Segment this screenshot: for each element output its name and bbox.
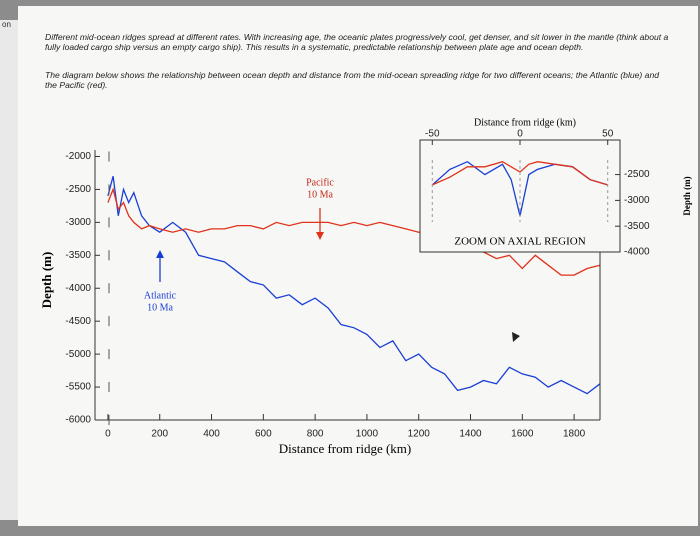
x-tick-label: 1000 [356,429,379,440]
annotation: 10 Ma [307,189,333,200]
y-tick-label: -4500 [65,316,91,327]
x-tick-label: 50 [602,129,614,140]
y-tick-label: -5500 [65,382,91,393]
x-tick-label: -50 [425,129,440,140]
sidebar: on [0,20,18,520]
x-tick-label: 0 [517,129,523,140]
x-tick-label: 200 [151,429,168,440]
x-axis-label: Distance from ridge (km) [279,441,411,456]
x-tick-label: 0 [105,429,111,440]
paragraph: Different mid-ocean ridges spread at dif… [45,32,669,52]
y-tick-label: -3500 [65,250,91,261]
arrow-head [156,250,164,258]
y-tick-label: -3000 [624,195,650,206]
y-tick-label: -4000 [624,247,650,258]
screen [18,6,698,526]
x-tick-label: 1800 [563,429,586,440]
inset-xlabel: Distance from ridge (km) [474,117,576,128]
y-tick-label: -5000 [65,349,91,360]
x-tick-label: 400 [203,429,220,440]
x-tick-label: 1200 [408,429,431,440]
y-tick-label: -2000 [65,151,91,162]
x-tick-label: 800 [307,429,324,440]
paragraph: The diagram below shows the relationship… [45,70,660,90]
cursor [512,332,520,342]
y-tick-label: -3000 [65,217,91,228]
x-tick-label: 1600 [511,429,534,440]
y-tick-label: -2500 [65,184,91,195]
annotation: 10 Ma [147,302,173,313]
y-tick-label: -3500 [624,221,650,232]
x-tick-label: 600 [255,429,272,440]
annotation: Atlantic [144,290,177,301]
y-tick-label: -2500 [624,169,650,180]
y-tick-label: -6000 [65,415,91,426]
inset-ylabel: Depth (m) [682,176,692,215]
y-tick-label: -4000 [65,283,91,294]
inset-title: ZOOM ON AXIAL REGION [454,236,585,248]
x-tick-label: 1400 [459,429,482,440]
data-line [107,187,601,276]
annotation: Pacific [306,177,334,188]
y-axis-label: Depth (m) [39,252,54,309]
arrow-head [316,232,324,240]
